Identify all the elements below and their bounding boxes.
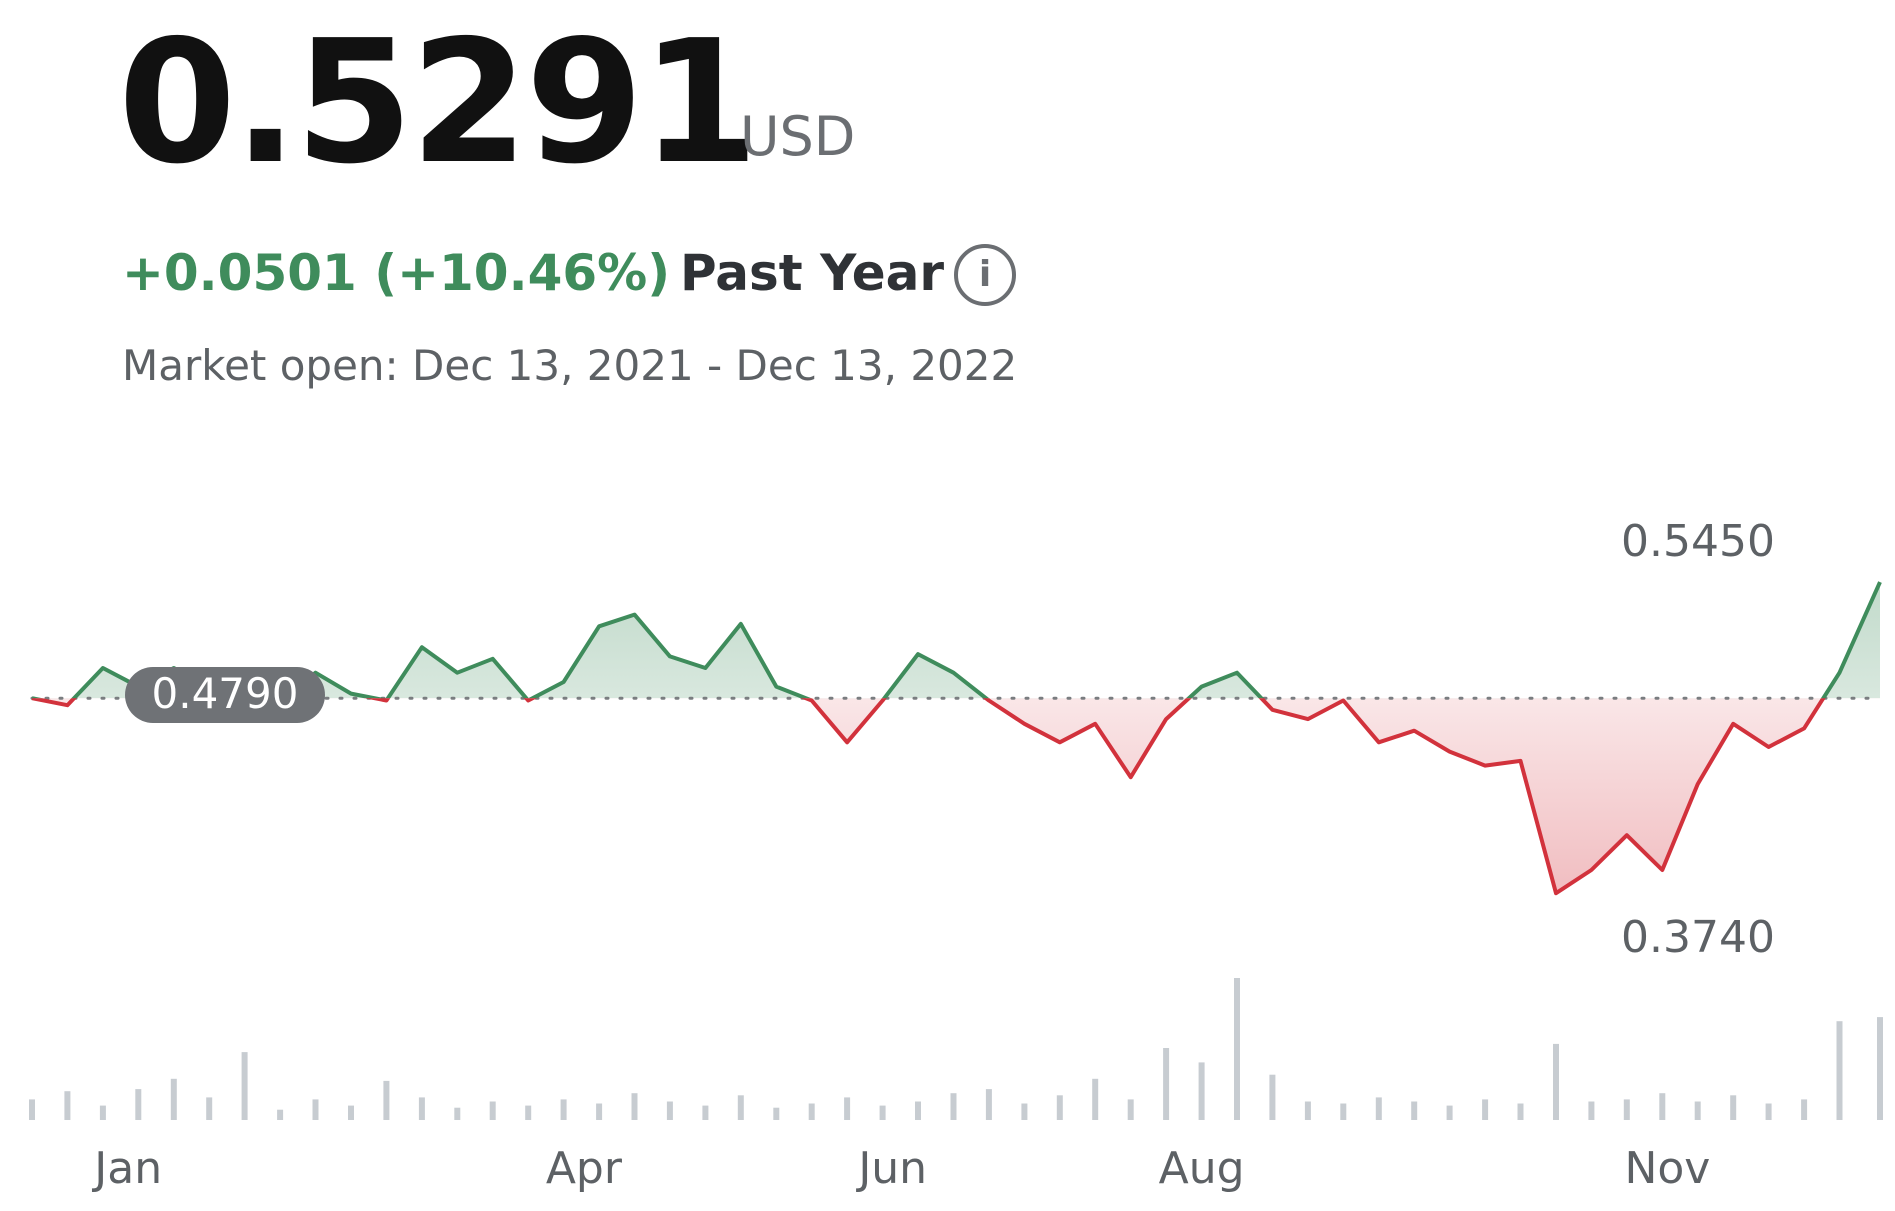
volume-bar: [312, 1099, 319, 1120]
volume-bar: [1340, 1103, 1347, 1120]
volume-bar: [1446, 1105, 1453, 1120]
price-line-above-baseline: [31, 581, 1882, 699]
volume-bar: [737, 1095, 744, 1120]
volume-bar: [1877, 1017, 1883, 1120]
low-label: 0.3740: [1621, 912, 1775, 963]
baseline-pill: 0.4790: [125, 667, 325, 723]
period-selector[interactable]: Past Year: [680, 244, 945, 302]
volume-bar: [241, 1052, 248, 1120]
x-tick-label: Aug: [1159, 1143, 1245, 1194]
volume-bar: [560, 1099, 567, 1120]
volume-bar: [454, 1107, 461, 1120]
volume-bar: [1623, 1099, 1630, 1120]
volume-bar: [1482, 1099, 1489, 1120]
volume-bar: [1730, 1095, 1737, 1120]
x-tick-label: Jan: [91, 1143, 162, 1194]
volume-bar: [489, 1101, 496, 1120]
area-above-baseline: [32, 582, 1880, 699]
currency-label: USD: [740, 105, 856, 168]
volume-bar: [1269, 1074, 1276, 1120]
volume-bar: [418, 1097, 425, 1120]
baseline-label: 0.4790: [152, 669, 299, 718]
volume-bar: [631, 1093, 638, 1120]
volume-bar: [1694, 1101, 1701, 1120]
volume-bar: [1375, 1097, 1382, 1120]
volume-bar: [1092, 1078, 1099, 1120]
volume-bar: [1304, 1101, 1311, 1120]
volume-bar: [525, 1105, 532, 1120]
price-line-below-baseline: [31, 698, 1826, 896]
info-circle-icon[interactable]: i: [954, 244, 1016, 306]
price-change: +0.0501 (+10.46%): [122, 244, 671, 302]
volume-bar: [348, 1105, 354, 1120]
volume-bar: [596, 1103, 603, 1120]
volume-bar: [1765, 1103, 1772, 1120]
volume-bar: [702, 1105, 709, 1120]
volume-bars: [29, 978, 1883, 1120]
volume-bar: [915, 1101, 921, 1120]
volume-bar: [383, 1080, 390, 1120]
volume-bar: [1163, 1048, 1170, 1120]
area-below-baseline: [32, 698, 1824, 894]
x-tick-label: Nov: [1624, 1143, 1710, 1194]
volume-bar: [1411, 1101, 1418, 1120]
volume-bar: [64, 1091, 71, 1120]
volume-bar: [1553, 1043, 1559, 1120]
volume-bar: [666, 1101, 673, 1120]
session-range: Market open: Dec 13, 2021 - Dec 13, 2022: [122, 341, 1018, 390]
volume-bar: [1234, 978, 1240, 1120]
volume-bar: [950, 1093, 957, 1120]
volume-bar: [1801, 1099, 1808, 1120]
volume-bar: [985, 1089, 992, 1120]
volume-bar: [135, 1089, 142, 1120]
volume-bar: [1659, 1093, 1666, 1120]
volume-bar: [1588, 1101, 1595, 1120]
volume-bar: [1056, 1095, 1063, 1120]
x-tick-label: Apr: [546, 1143, 623, 1194]
high-label: 0.5450: [1621, 516, 1775, 567]
volume-bar: [1198, 1062, 1205, 1120]
price-value: 0.5291: [118, 4, 759, 202]
volume-bar: [844, 1097, 851, 1120]
volume-bar: [1836, 1021, 1843, 1120]
volume-bar: [773, 1107, 780, 1120]
volume-bar: [1127, 1099, 1134, 1120]
volume-bar: [277, 1109, 284, 1120]
x-tick-label: Jun: [855, 1143, 927, 1194]
volume-bar: [1517, 1103, 1524, 1120]
volume-bar: [1021, 1103, 1028, 1120]
volume-bar: [29, 1099, 35, 1120]
volume-bar: [99, 1105, 106, 1120]
volume-bar: [206, 1097, 213, 1120]
volume-bar: [808, 1103, 815, 1120]
x-axis: Jan Apr Jun Aug Nov: [91, 1143, 1710, 1194]
volume-bar: [170, 1078, 177, 1120]
volume-bar: [879, 1105, 886, 1120]
